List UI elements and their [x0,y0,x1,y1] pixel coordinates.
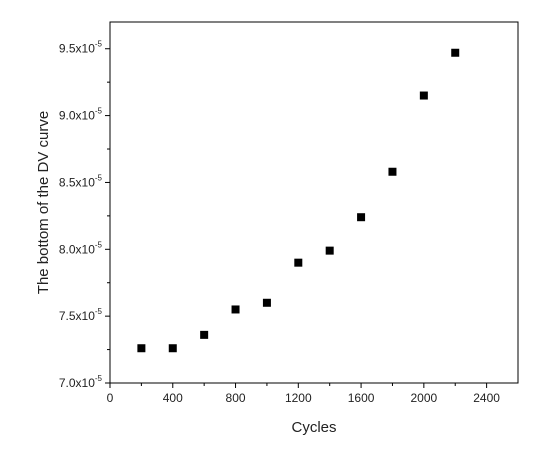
y-tick-label: 7.5x10-5 [59,307,103,323]
data-point [262,298,271,307]
data-point [451,48,460,57]
y-axis-ticks: 7.0x10-5 7.5x10-5 8.0x10-5 8.5x10-5 9.0x10-5… [59,40,110,390]
data-point [419,91,428,100]
data-point [357,213,366,222]
y-tick-label: 9.5x10-5 [59,40,103,56]
data-point [231,305,240,314]
data-point [388,167,397,176]
data-point [137,344,146,353]
x-axis-ticks: 0 400 800 1200 1600 2000 2400 [107,383,500,405]
y-tick-label: 7.0x10-5 [59,374,103,390]
data-point [294,258,303,267]
plot-frame [109,21,519,384]
x-tick-label: 0 [107,391,114,405]
x-tick-label: 400 [163,391,183,405]
data-point [325,246,334,255]
data-point [168,344,177,353]
data-points [137,48,460,353]
data-point [200,330,209,339]
x-tick-label: 1600 [348,391,375,405]
y-axis-label: The bottom of the DV curve [35,111,52,294]
x-tick-label: 2400 [473,391,500,405]
y-tick-label: 8.5x10-5 [59,173,103,189]
x-axis-label: Cycles [291,419,336,436]
x-tick-label: 800 [226,391,246,405]
y-tick-label: 9.0x10-5 [59,107,103,123]
x-tick-label: 2000 [410,391,437,405]
y-tick-label: 8.0x10-5 [59,240,103,256]
x-tick-label: 1200 [285,391,312,405]
